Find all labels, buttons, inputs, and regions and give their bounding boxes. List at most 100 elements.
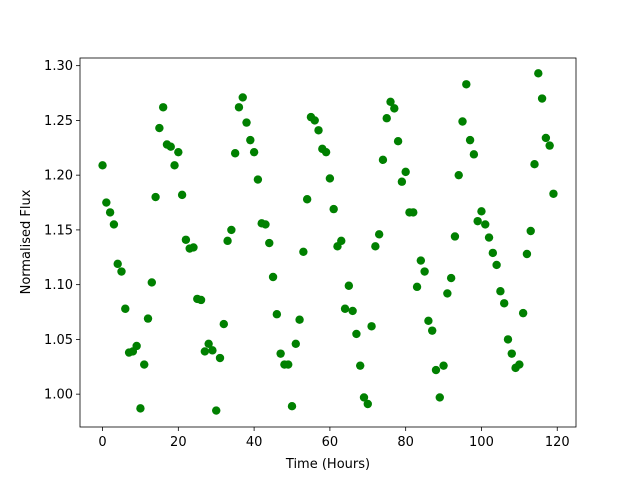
- x-tick-label: 0: [98, 435, 106, 450]
- point: [196, 295, 206, 305]
- point: [465, 135, 475, 145]
- point: [253, 175, 263, 184]
- point: [230, 149, 240, 158]
- point: [371, 242, 380, 251]
- point: [450, 232, 460, 241]
- y-tick-label: 1.05: [44, 333, 73, 348]
- point: [261, 220, 270, 229]
- point: [246, 135, 255, 145]
- point: [302, 195, 312, 204]
- point: [526, 226, 535, 236]
- point: [496, 287, 505, 296]
- point: [390, 104, 399, 113]
- point: [458, 117, 467, 126]
- point: [518, 308, 528, 318]
- point: [117, 267, 126, 276]
- point: [268, 272, 278, 282]
- point: [329, 204, 338, 214]
- y-axis-label: Normalised Flux: [19, 189, 34, 294]
- point: [435, 393, 444, 402]
- point: [158, 103, 168, 112]
- y-tick-label: 1.10: [44, 278, 73, 293]
- point: [174, 147, 183, 157]
- point: [177, 190, 187, 200]
- point: [416, 256, 426, 265]
- point: [238, 93, 247, 102]
- point: [530, 160, 539, 169]
- point: [431, 365, 441, 375]
- point: [291, 339, 300, 348]
- x-axis-label: Time (Hours): [285, 457, 370, 472]
- point: [382, 114, 391, 123]
- y-tick-label: 1.25: [44, 114, 73, 129]
- point: [200, 347, 210, 356]
- point: [348, 306, 357, 316]
- point: [484, 233, 494, 242]
- point: [223, 236, 232, 246]
- point: [499, 299, 509, 308]
- point: [446, 273, 456, 283]
- point: [462, 80, 471, 89]
- point: [534, 69, 543, 78]
- point: [249, 147, 259, 157]
- point: [488, 248, 498, 258]
- point: [219, 319, 228, 329]
- point: [545, 141, 554, 150]
- point: [359, 393, 369, 402]
- point: [549, 189, 558, 198]
- point: [412, 282, 422, 292]
- point: [136, 404, 145, 413]
- point: [515, 360, 524, 369]
- point: [140, 360, 149, 369]
- point: [295, 315, 304, 324]
- point: [367, 322, 376, 331]
- point: [265, 238, 274, 248]
- point: [170, 161, 179, 170]
- point: [397, 177, 407, 186]
- point: [321, 147, 331, 157]
- point: [428, 326, 437, 335]
- point: [401, 167, 410, 177]
- point: [356, 361, 365, 370]
- point: [284, 360, 293, 369]
- point: [181, 235, 191, 244]
- point: [212, 406, 221, 415]
- x-tick-label: 40: [246, 435, 263, 450]
- point: [276, 349, 285, 358]
- point: [409, 208, 418, 217]
- point: [344, 281, 354, 290]
- point: [507, 349, 516, 358]
- point: [234, 103, 244, 112]
- point: [393, 137, 403, 146]
- point: [147, 278, 157, 287]
- point: [166, 142, 175, 151]
- point: [424, 316, 433, 325]
- point: [337, 236, 346, 246]
- axes-frame: [79, 57, 577, 428]
- point: [299, 247, 308, 257]
- y-tick-label: 1.30: [44, 59, 73, 74]
- point: [102, 198, 111, 207]
- point: [537, 94, 547, 103]
- point: [492, 260, 501, 270]
- point: [132, 341, 141, 351]
- point: [378, 155, 388, 165]
- point: [477, 207, 486, 216]
- point: [189, 243, 198, 252]
- y-tick-label: 1.15: [44, 223, 73, 238]
- x-tick-label: 60: [322, 435, 339, 450]
- point: [215, 353, 225, 363]
- point: [208, 346, 217, 355]
- y-tick-label: 1.20: [44, 169, 73, 184]
- point: [420, 267, 429, 276]
- point: [98, 161, 107, 170]
- point: [272, 310, 282, 319]
- point: [143, 314, 153, 323]
- point: [287, 401, 297, 411]
- point: [473, 216, 482, 226]
- x-tick-label: 100: [469, 435, 494, 450]
- x-tick-label: 80: [397, 435, 414, 450]
- point: [481, 220, 490, 229]
- point: [113, 259, 122, 269]
